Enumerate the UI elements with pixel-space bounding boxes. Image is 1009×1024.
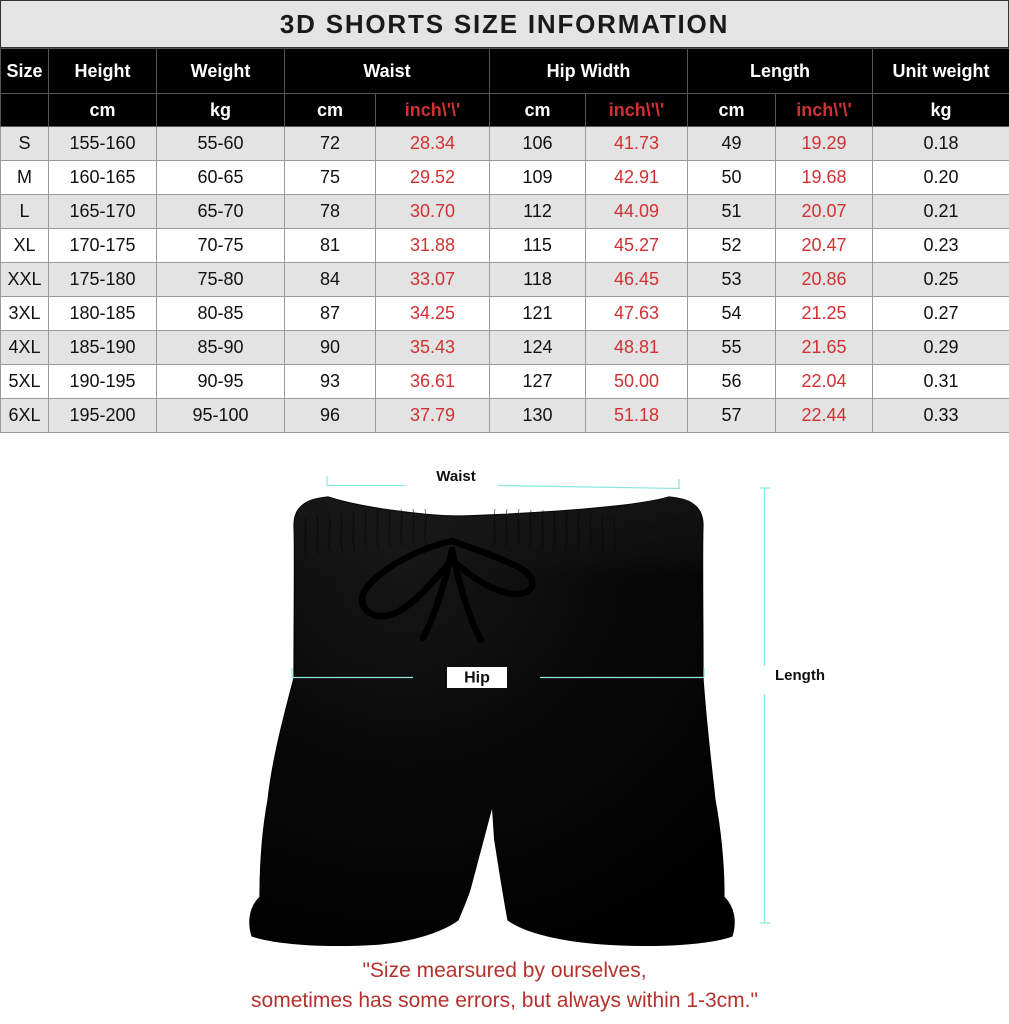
svg-text:Waist: Waist [436,468,475,485]
svg-text:Hip: Hip [464,670,490,687]
svg-text:Length: Length [775,667,825,684]
